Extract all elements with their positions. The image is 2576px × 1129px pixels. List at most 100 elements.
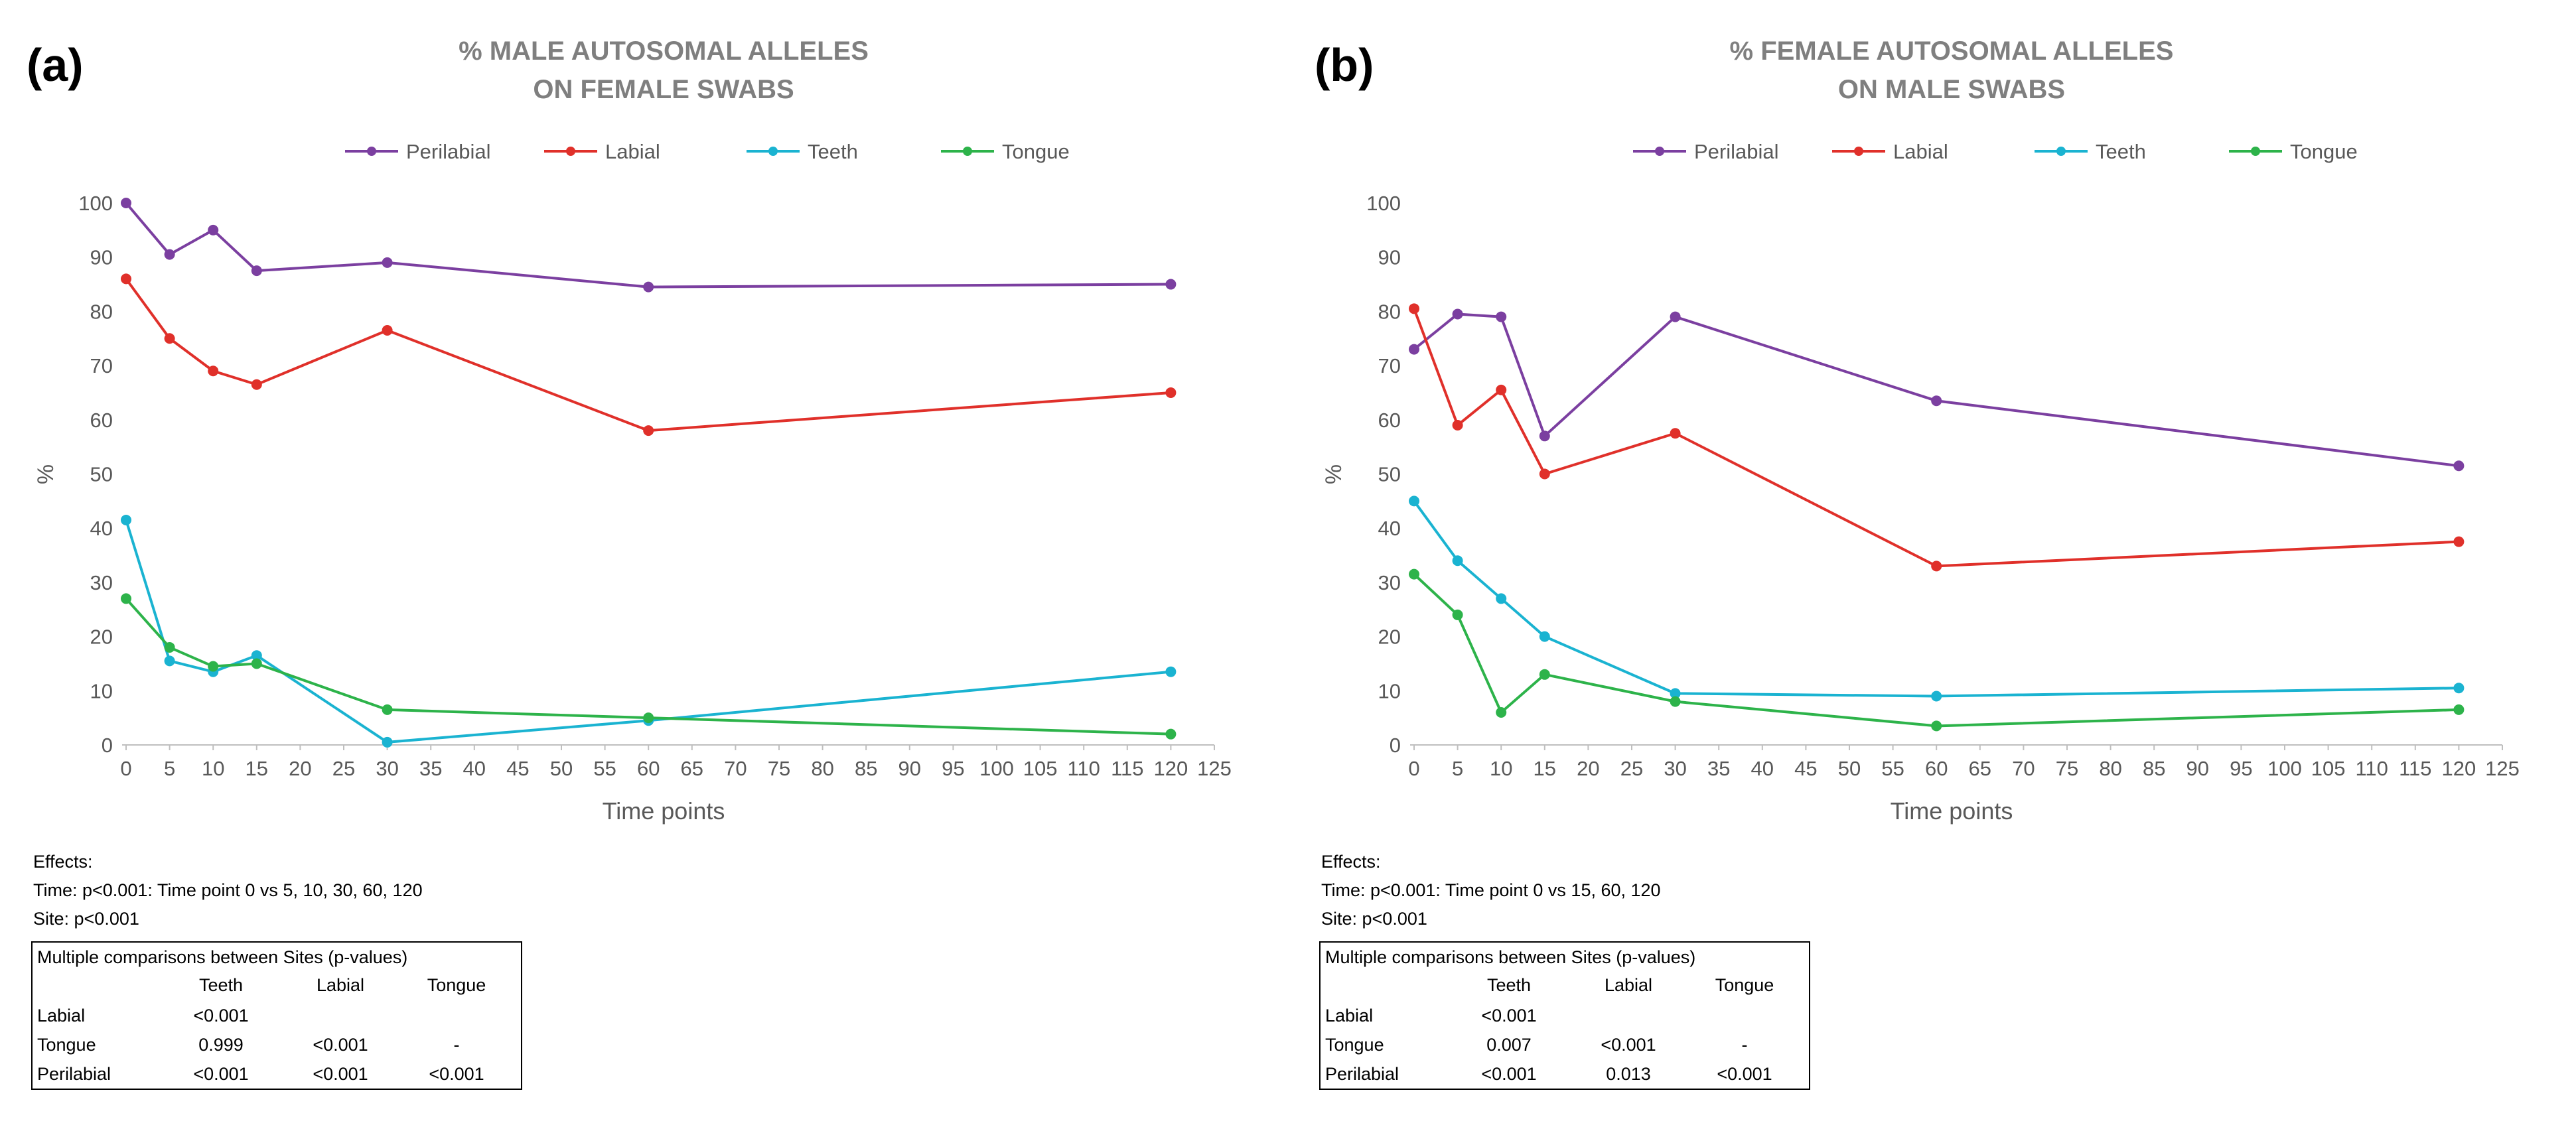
chart-title-line: ON MALE SWABS	[1838, 75, 2065, 104]
data-point-perilabial	[1539, 431, 1550, 442]
data-point-tongue	[251, 658, 262, 669]
x-tick-label: 10	[202, 757, 224, 780]
chart-title-line: % FEMALE AUTOSOMAL ALLELES	[1730, 36, 2174, 66]
data-point-teeth	[1670, 688, 1681, 699]
comparison-table-border	[1319, 941, 1810, 1090]
y-tick-label: 40	[1378, 517, 1401, 540]
data-point-labial	[208, 365, 219, 377]
data-point-perilabial	[1931, 395, 1942, 407]
x-tick-label: 50	[550, 757, 573, 780]
data-point-perilabial	[251, 265, 262, 277]
data-point-labial	[1452, 419, 1463, 431]
table-cell: <0.001	[1481, 1064, 1536, 1084]
x-tick-label: 60	[1925, 757, 1948, 780]
x-tick-label: 20	[1577, 757, 1599, 780]
table-cell: <0.001	[193, 1006, 248, 1026]
series-line-perilabial	[1413, 312, 2459, 468]
table-cell: 0.013	[1606, 1064, 1651, 1084]
legend-label-labial: Labial	[1893, 140, 1948, 163]
data-point-tongue	[121, 593, 131, 604]
data-point-tongue	[1670, 696, 1681, 707]
table-header-cell: Teeth	[1487, 975, 1531, 995]
data-point-teeth	[1452, 555, 1463, 566]
data-point-perilabial	[2453, 460, 2465, 472]
x-tick-label: 85	[855, 757, 877, 780]
y-tick-label: 60	[90, 409, 113, 432]
y-tick-label: 50	[90, 463, 113, 486]
y-tick-label: 50	[1378, 463, 1401, 486]
panel-label: (a)	[27, 39, 84, 91]
x-tick-label: 20	[289, 757, 311, 780]
x-tick-label: 125	[2485, 757, 2520, 780]
legend-marker-labial	[566, 147, 575, 156]
series-line-teeth	[1413, 500, 2459, 698]
legend-marker-tongue	[2251, 147, 2260, 156]
legend-marker-tongue	[963, 147, 972, 156]
data-point-perilabial	[382, 257, 393, 268]
table-row-label: Labial	[37, 1006, 85, 1026]
x-tick-label: 0	[120, 757, 131, 780]
data-point-perilabial	[1409, 344, 1419, 355]
legend-marker-perilabial	[1655, 147, 1664, 156]
legend-marker-teeth	[2056, 147, 2066, 156]
legend-label-perilabial: Perilabial	[406, 140, 491, 163]
y-tick-label: 100	[78, 192, 113, 215]
x-tick-label: 65	[681, 757, 703, 780]
legend-marker-perilabial	[367, 147, 376, 156]
data-point-teeth	[1409, 496, 1419, 507]
panel-label: (b)	[1315, 39, 1374, 91]
data-point-tongue	[1931, 720, 1942, 732]
y-tick-label: 30	[1378, 571, 1401, 594]
x-tick-label: 10	[1490, 757, 1512, 780]
x-tick-label: 90	[2186, 757, 2209, 780]
effects-site: Site: p<0.001	[33, 909, 139, 929]
y-axis-label: %	[1321, 464, 1346, 484]
data-point-tongue	[1496, 706, 1507, 718]
y-axis-label: %	[33, 464, 58, 484]
x-tick-label: 15	[1534, 757, 1556, 780]
data-point-tongue	[643, 712, 654, 724]
x-tick-label: 5	[164, 757, 175, 780]
y-tick-label: 80	[90, 300, 113, 323]
legend-marker-labial	[1854, 147, 1863, 156]
x-tick-label: 35	[1707, 757, 1730, 780]
table-row-label: Perilabial	[1325, 1064, 1399, 1084]
table-cell: <0.001	[313, 1035, 368, 1055]
comparison-table-caption: Multiple comparisons between Sites (p-va…	[1325, 947, 1695, 967]
data-point-tongue	[208, 661, 219, 672]
chart-a-svg: (a) % MALE AUTOSOMAL ALLELES ON FEMALE SWA…	[27, 36, 1232, 1090]
table-row-label: Labial	[1325, 1006, 1373, 1026]
x-tick-label: 120	[1154, 757, 1188, 780]
x-tick-label: 5	[1452, 757, 1463, 780]
legend-label-teeth: Teeth	[808, 140, 858, 163]
x-tick-label: 0	[1408, 757, 1419, 780]
data-point-labial	[164, 333, 175, 344]
table-header-cell: Tongue	[1715, 975, 1774, 995]
table-cell: <0.001	[1601, 1035, 1656, 1055]
chart-title-line: % MALE AUTOSOMAL ALLELES	[459, 36, 869, 66]
x-axis-label: Time points	[1891, 797, 2013, 825]
legend-label-tongue: Tongue	[1002, 140, 1070, 163]
x-tick-label: 45	[1794, 757, 1817, 780]
data-point-teeth	[2453, 683, 2465, 694]
x-tick-label: 35	[419, 757, 442, 780]
y-tick-label: 80	[1378, 300, 1401, 323]
series-line-teeth	[125, 519, 1171, 744]
table-header-cell: Tongue	[427, 975, 486, 995]
x-tick-label: 45	[506, 757, 529, 780]
x-tick-label: 105	[2311, 757, 2346, 780]
x-tick-label: 65	[1969, 757, 1991, 780]
data-point-teeth	[251, 650, 262, 661]
x-tick-label: 125	[1197, 757, 1232, 780]
y-tick-label: 90	[1378, 246, 1401, 269]
data-point-tongue	[382, 704, 393, 715]
table-cell: <0.001	[1481, 1006, 1536, 1026]
x-tick-label: 70	[2012, 757, 2035, 780]
legend-label-perilabial: Perilabial	[1694, 140, 1779, 163]
x-tick-label: 95	[942, 757, 964, 780]
data-point-tongue	[2453, 704, 2465, 715]
data-point-tongue	[1409, 568, 1419, 580]
data-point-tongue	[164, 641, 175, 653]
y-tick-label: 40	[90, 517, 113, 540]
data-point-perilabial	[121, 198, 131, 208]
